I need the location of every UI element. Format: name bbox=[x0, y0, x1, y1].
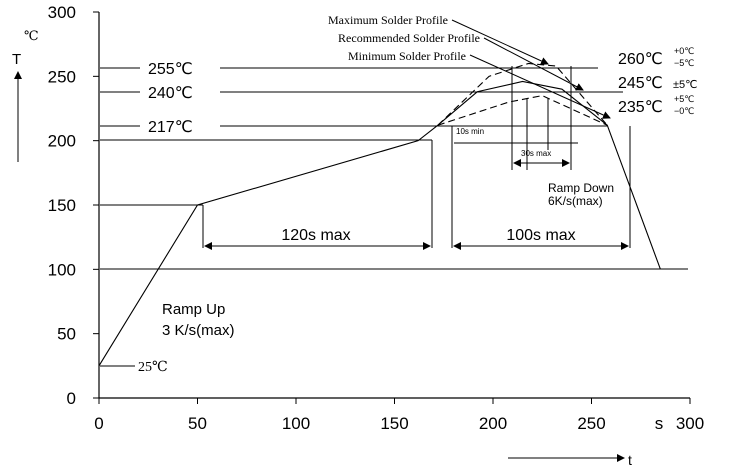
series-line bbox=[437, 95, 608, 126]
x-tick-label: 100 bbox=[282, 414, 310, 433]
callout-arrow bbox=[483, 37, 584, 91]
y-tick-label: 150 bbox=[48, 196, 76, 215]
x-tick-label: 250 bbox=[577, 414, 605, 433]
min-profile-label: Minimum Solder Profile bbox=[348, 49, 466, 63]
thirty-s-max-label: 30s max bbox=[521, 149, 551, 158]
peak-260-tol-top: +0℃ bbox=[674, 46, 694, 56]
peak-235-tol-bottom: −0℃ bbox=[674, 106, 694, 116]
series-line bbox=[98, 80, 661, 367]
series-line bbox=[437, 62, 608, 126]
callout-arrow bbox=[469, 54, 611, 119]
temp-label: 240℃ bbox=[148, 85, 193, 102]
temp-label: 255℃ bbox=[148, 61, 193, 78]
y-tick-label: 250 bbox=[48, 67, 76, 86]
y-tick-label: 0 bbox=[67, 389, 76, 408]
y-tick-label: 200 bbox=[48, 132, 76, 151]
peak-260-label: 260℃ bbox=[618, 51, 663, 68]
temp-label: 217℃ bbox=[148, 119, 193, 136]
x-tick-label: 200 bbox=[479, 414, 507, 433]
max-profile-label: Maximum Solder Profile bbox=[328, 13, 448, 27]
peak-235-tol-top: +5℃ bbox=[674, 94, 694, 104]
y-tick-label: 100 bbox=[48, 260, 76, 279]
peak-235-label: 235℃ bbox=[618, 99, 663, 116]
x-tick-label: 300 bbox=[676, 414, 704, 433]
x-tick-label: 150 bbox=[380, 414, 408, 433]
callout-arrow bbox=[451, 19, 549, 65]
y-tick-label: 300 bbox=[48, 3, 76, 22]
reflow-label: 100s max bbox=[506, 227, 575, 244]
ramp-down-label: Ramp Down bbox=[548, 181, 614, 195]
preheat-label: 120s max bbox=[281, 227, 350, 244]
x-tick-label: 50 bbox=[188, 414, 207, 433]
peak-245-label: 245℃ bbox=[618, 75, 663, 92]
ramp-down-rate: 6K/s(max) bbox=[548, 194, 603, 208]
x-unit-label: s bbox=[655, 414, 664, 433]
y-axis-label: T bbox=[12, 51, 21, 68]
peak-260-tol-bottom: −5℃ bbox=[674, 58, 694, 68]
x-tick-label: 0 bbox=[94, 414, 103, 433]
rec-profile-label: Recommended Solder Profile bbox=[338, 31, 480, 45]
start-temp-label: 25℃ bbox=[138, 360, 168, 375]
x-axis-label: t bbox=[628, 452, 632, 468]
ten-s-min-label: 10s min bbox=[456, 127, 484, 136]
ramp-up-label: Ramp Up bbox=[162, 301, 225, 318]
peak-245-tol: ±5℃ bbox=[673, 79, 698, 91]
y-tick-label: 50 bbox=[57, 325, 76, 344]
y-unit-label: ℃ bbox=[24, 28, 39, 43]
ramp-up-rate: 3 K/s(max) bbox=[162, 322, 235, 339]
